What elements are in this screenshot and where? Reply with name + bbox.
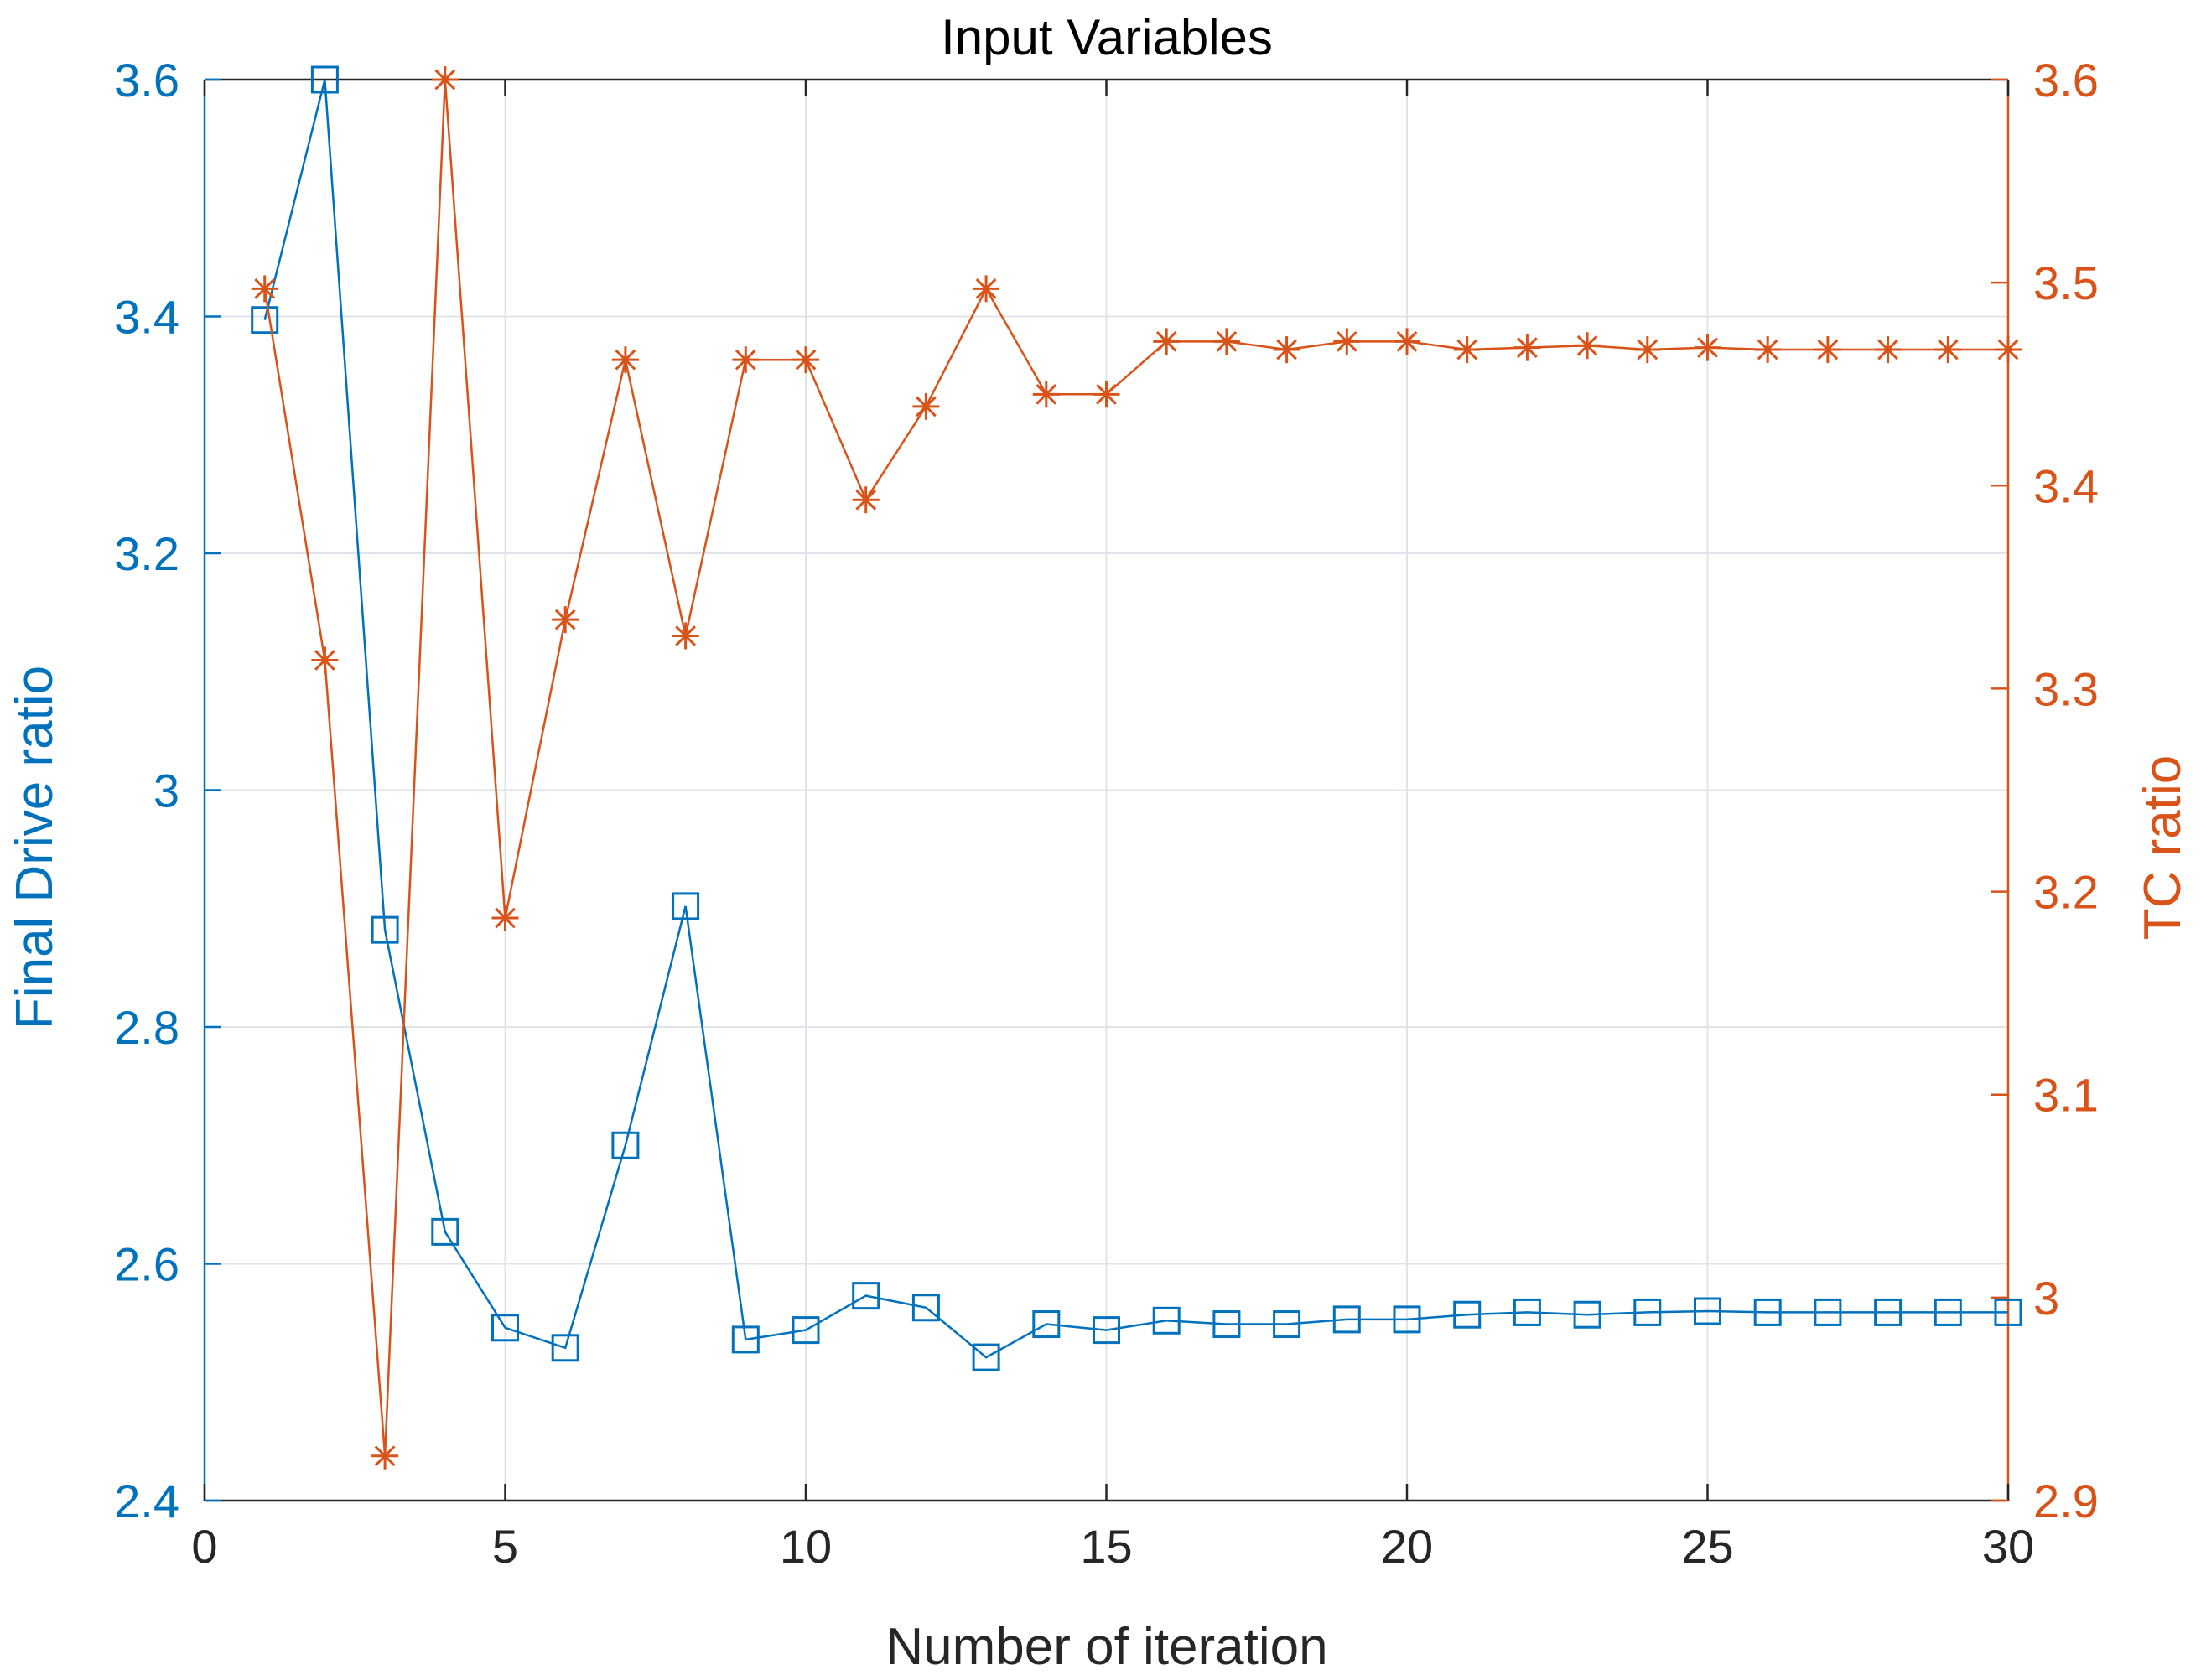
- data-point-square: [1032, 1310, 1061, 1339]
- x-tick-label: 20: [1381, 1520, 1433, 1573]
- right-y-tick-label: 3.2: [2033, 866, 2099, 919]
- data-point-asterisk: [1814, 336, 1841, 364]
- data-point-asterisk: [852, 486, 880, 514]
- data-point-square: [1753, 1298, 1782, 1326]
- chart-title: Input Variables: [941, 9, 1273, 65]
- data-point-asterisk: [672, 622, 699, 650]
- data-point-asterisk: [1513, 334, 1541, 361]
- series-line: [263, 79, 2008, 1359]
- left-y-tick-label: 2.4: [114, 1475, 179, 1527]
- data-point-asterisk: [1574, 332, 1601, 360]
- data-point-asterisk: [1212, 328, 1240, 355]
- series-tc-ratio: [251, 66, 2022, 1470]
- right-y-tick-label: 3.6: [2033, 54, 2099, 106]
- x-axis-label: Number of iteration: [885, 1618, 1327, 1676]
- left-y-tick-label: 2.8: [114, 1001, 179, 1054]
- right-y-tick-label: 3.4: [2033, 459, 2099, 512]
- data-point-asterisk: [1032, 381, 1060, 408]
- data-point-asterisk: [1333, 328, 1361, 355]
- data-point-square: [1694, 1297, 1721, 1325]
- data-point-asterisk: [1273, 336, 1300, 364]
- data-point-asterisk: [792, 346, 819, 374]
- data-point-square: [1093, 1316, 1120, 1345]
- right-y-tick-label: 3.3: [2033, 662, 2099, 715]
- data-point-asterisk: [1874, 336, 1902, 364]
- left-y-axis-label: Final Drive ratio: [6, 666, 64, 1029]
- data-point-asterisk: [371, 1442, 399, 1470]
- data-point-asterisk: [1754, 336, 1782, 364]
- data-point-asterisk: [491, 905, 519, 932]
- data-point-square: [491, 1314, 519, 1342]
- data-point-asterisk: [1934, 336, 1962, 364]
- left-y-tick-label: 3: [153, 765, 179, 817]
- data-point-square: [1393, 1305, 1421, 1334]
- data-point-square: [911, 1294, 940, 1322]
- x-tick-label: 15: [1080, 1520, 1132, 1573]
- tick-labels: 0 5 10 15 20 25 30 2.4 2.6 2.8 3 3.2 3.4 3.6 2.9 3 3.1 3.…: [114, 54, 2099, 1573]
- left-y-tick-label: 3.6: [114, 54, 179, 106]
- data-point-square: [1513, 1298, 1541, 1326]
- x-tick-label: 5: [492, 1520, 518, 1573]
- data-point-asterisk: [611, 346, 639, 374]
- data-point-square: [1332, 1305, 1361, 1334]
- x-tick-label: 0: [191, 1520, 217, 1573]
- data-point-square: [1934, 1298, 1962, 1326]
- data-point-square: [1273, 1310, 1301, 1339]
- data-point-asterisk: [1153, 328, 1181, 355]
- data-point-square: [1814, 1298, 1842, 1326]
- data-point-asterisk: [1453, 336, 1481, 364]
- data-point-asterisk: [912, 392, 940, 420]
- data-point-square: [672, 892, 700, 920]
- data-point-asterisk: [732, 346, 760, 374]
- data-point-square: [1152, 1306, 1181, 1335]
- x-tick-label: 30: [1982, 1520, 2034, 1573]
- grid-lines: [205, 80, 2008, 1501]
- axes: [203, 78, 2010, 1502]
- left-y-tick-label: 3.2: [114, 527, 179, 580]
- data-point-asterisk: [311, 646, 339, 674]
- series-line: [263, 79, 2008, 1456]
- x-tick-label: 10: [780, 1520, 832, 1573]
- data-point-square: [371, 915, 399, 944]
- right-y-tick-label: 2.9: [2033, 1475, 2099, 1527]
- data-point-asterisk: [1995, 336, 2022, 364]
- data-series: [251, 65, 2022, 1470]
- left-y-tick-label: 3.4: [114, 291, 179, 344]
- data-point-square: [611, 1131, 640, 1159]
- data-point-square: [1633, 1298, 1662, 1326]
- data-point-asterisk: [1633, 336, 1661, 364]
- data-point-square: [1874, 1298, 1903, 1326]
- data-point-square: [551, 1334, 579, 1362]
- data-point-square: [1994, 1298, 2022, 1326]
- data-point-asterisk: [552, 606, 579, 634]
- data-point-square: [792, 1316, 820, 1345]
- data-point-square: [1453, 1300, 1482, 1329]
- series-final-drive-ratio: [251, 65, 2022, 1371]
- data-point-square: [310, 65, 339, 94]
- data-point-asterisk: [431, 66, 459, 93]
- data-point-asterisk: [973, 275, 1000, 303]
- right-y-tick-label: 3.1: [2033, 1069, 2099, 1122]
- data-point-asterisk: [1694, 334, 1721, 361]
- data-point-square: [972, 1343, 1000, 1371]
- right-y-axis-label: TC ratio: [2134, 755, 2192, 940]
- data-point-square: [431, 1217, 459, 1246]
- data-point-square: [1573, 1300, 1601, 1329]
- data-point-square: [1212, 1310, 1241, 1339]
- x-tick-label: 25: [1681, 1520, 1733, 1573]
- right-y-tick-label: 3: [2033, 1272, 2059, 1325]
- data-point-asterisk: [251, 275, 278, 303]
- data-point-square: [731, 1325, 760, 1354]
- data-point-asterisk: [1394, 328, 1420, 355]
- data-point-square: [251, 306, 279, 334]
- right-y-tick-label: 3.5: [2033, 257, 2099, 309]
- data-point-square: [852, 1282, 880, 1310]
- data-point-asterisk: [1093, 381, 1120, 408]
- left-y-tick-label: 2.6: [114, 1238, 179, 1291]
